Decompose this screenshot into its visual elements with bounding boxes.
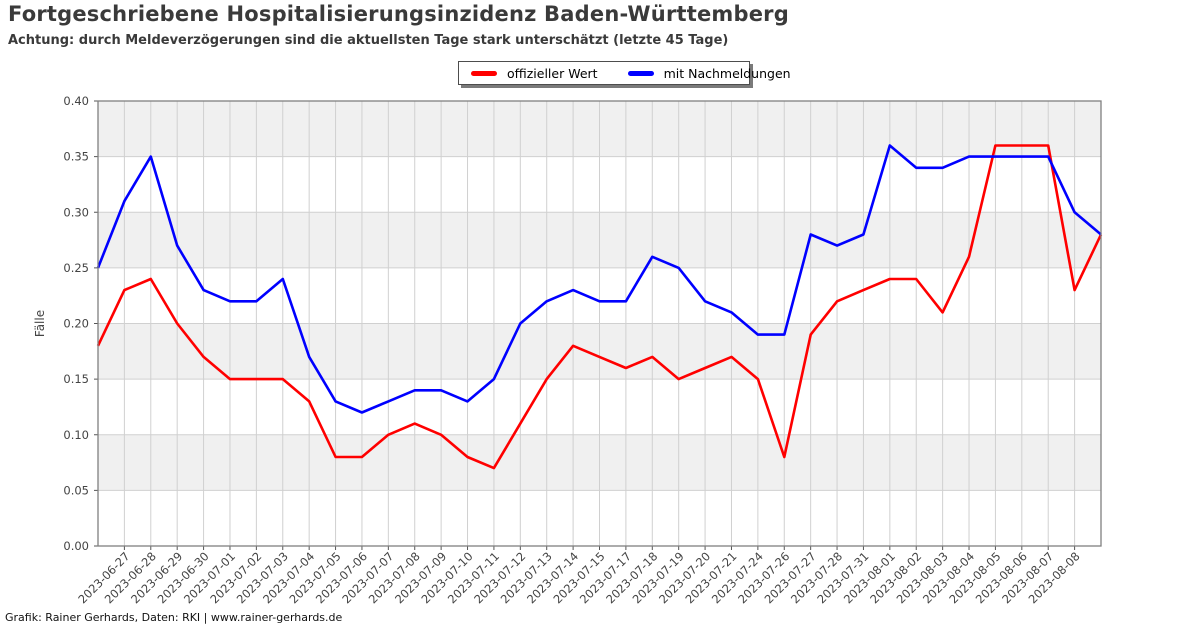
series-line-mit-nachmeldungen bbox=[96, 144, 1102, 414]
y-tick-label: 0.15 bbox=[63, 372, 89, 386]
axis-frame bbox=[97, 100, 1102, 547]
legend: offizieller Wert mit Nachmeldungen bbox=[458, 61, 791, 85]
y-tick-label: 0.00 bbox=[63, 539, 89, 553]
red-line-swatch bbox=[471, 70, 497, 76]
y-tick-label: 0.25 bbox=[63, 261, 89, 275]
chart-subtitle: Achtung: durch Meldeverzögerungen sind d… bbox=[8, 33, 729, 48]
y-axis-title: Fälle bbox=[33, 310, 47, 337]
y-tick-label: 0.10 bbox=[63, 428, 89, 442]
series-line-offizieller-wert bbox=[96, 144, 1103, 470]
y-tick-label: 0.40 bbox=[63, 94, 89, 108]
y-tick-label: 0.35 bbox=[63, 150, 89, 164]
chart-title: Fortgeschriebene Hospitalisierungsinzide… bbox=[8, 2, 789, 26]
y-tick-label: 0.20 bbox=[63, 317, 89, 331]
legend-item-offizieller-wert: offizieller Wert bbox=[471, 66, 598, 81]
blue-line-swatch bbox=[627, 70, 654, 76]
footer-credit: Grafik: Rainer Gerhards, Daten: RKI | ww… bbox=[5, 611, 343, 624]
legend-label: mit Nachmeldungen bbox=[663, 65, 791, 81]
y-tick-label: 0.30 bbox=[63, 205, 89, 219]
legend-label: offizieller Wert bbox=[507, 65, 598, 81]
legend-item-mit-nachmeldungen: mit Nachmeldungen bbox=[627, 65, 791, 81]
y-tick-label: 0.05 bbox=[63, 483, 89, 497]
